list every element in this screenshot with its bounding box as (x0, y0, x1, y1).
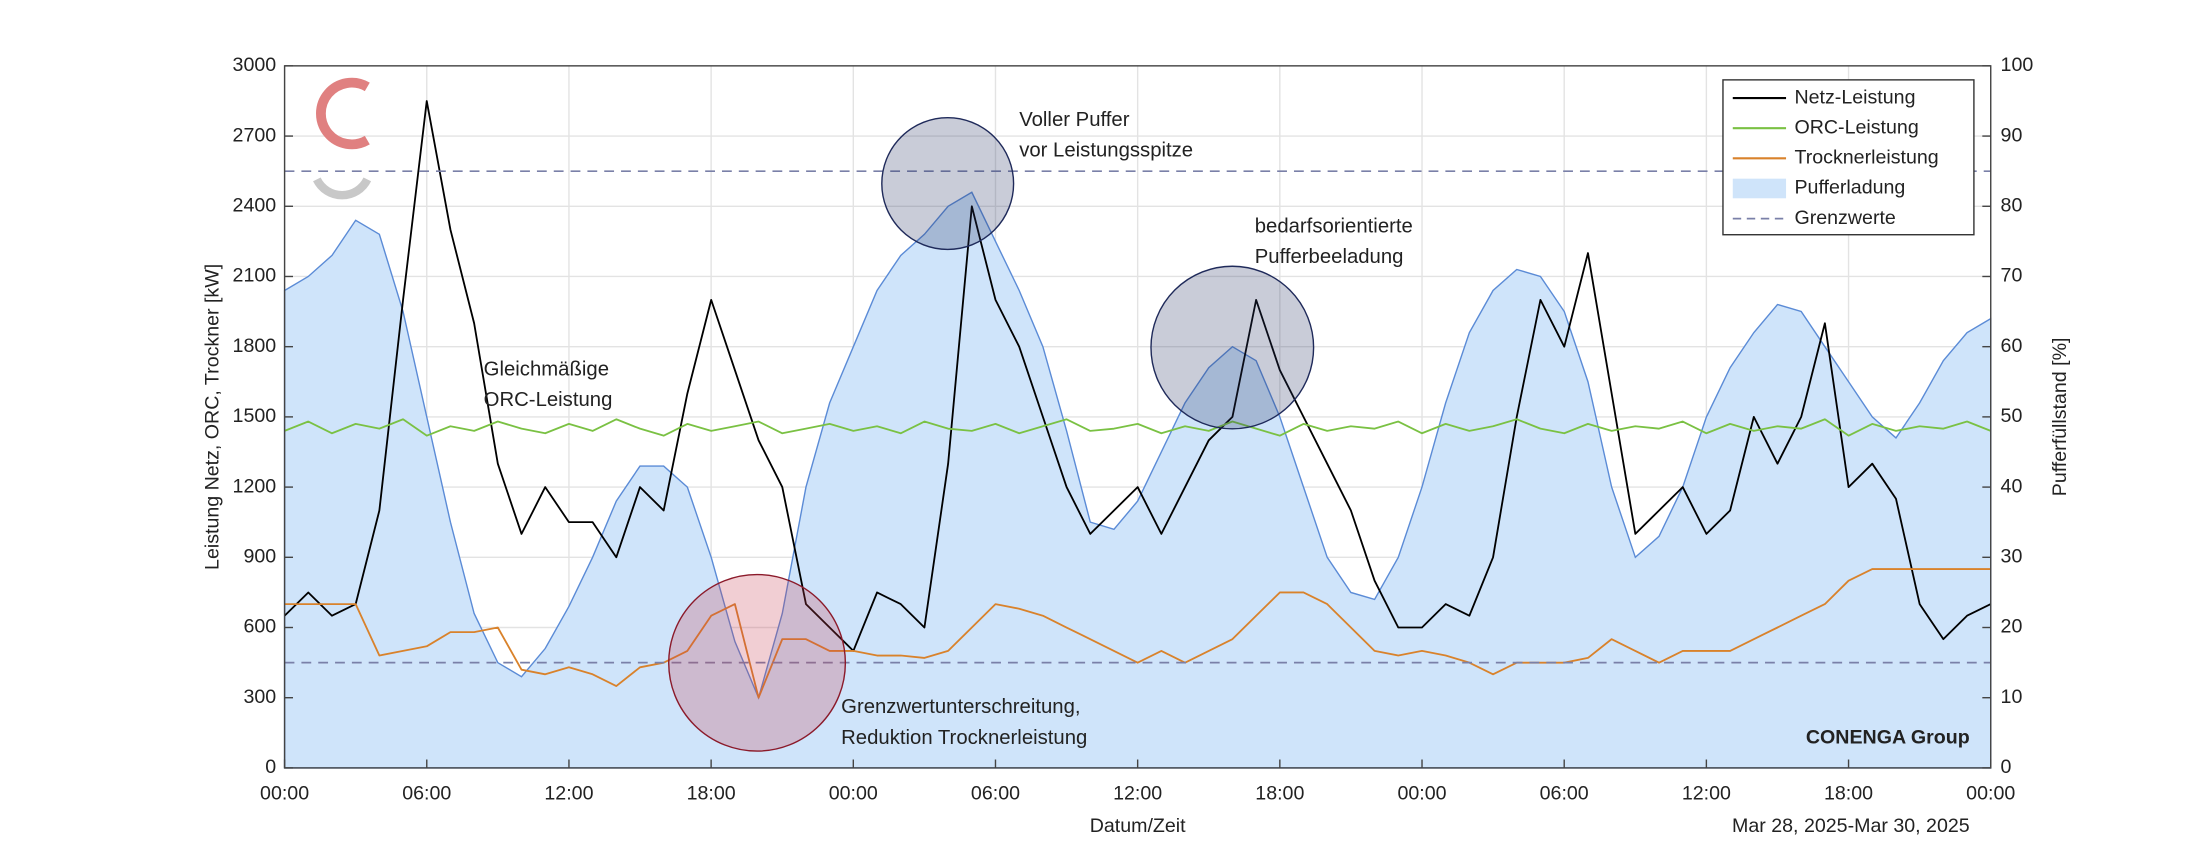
y-tick-label: 2400 (233, 194, 277, 216)
watermark: CONENGA Group (1806, 727, 1970, 749)
y-tick-label: 300 (243, 686, 276, 708)
annotation: bedarfsorientierte (1255, 215, 1413, 237)
y2-tick-label: 100 (2001, 54, 2034, 76)
x-tick-label: 06:00 (971, 783, 1020, 805)
highlight-circle (881, 117, 1015, 251)
x-axis-label: Datum/Zeit (1090, 815, 1186, 837)
legend-label: Trocknerleistung (1794, 147, 1938, 169)
annotation: Pufferbeeladung (1255, 246, 1404, 268)
y-tick-label: 900 (243, 545, 276, 567)
y-tick-label: 1800 (233, 335, 277, 357)
x-tick-label: 06:00 (402, 783, 451, 805)
y2-tick-label: 70 (2001, 265, 2023, 287)
y2-tick-label: 90 (2001, 124, 2023, 146)
x-tick-label: 00:00 (260, 783, 309, 805)
x-tick-label: 00:00 (1397, 783, 1446, 805)
line (284, 418, 1992, 437)
y-tick-label: 2700 (233, 124, 277, 146)
y-axis-label: Leistung Netz, ORC, Trockner [kW] (201, 264, 223, 570)
logo-arc (313, 177, 372, 200)
x-tick-label: 00:00 (829, 783, 878, 805)
legend-label: Grenzwerte (1794, 207, 1895, 229)
annotation: Grenzwertunterschreitung, (841, 696, 1080, 718)
x-tick-label: 12:00 (544, 783, 593, 805)
x-tick-label: 12:00 (1113, 783, 1162, 805)
legend-swatch (1732, 178, 1787, 199)
logo-arc (316, 77, 370, 150)
x-tick-label: 18:00 (1824, 783, 1873, 805)
y-tick-label: 0 (265, 756, 276, 778)
logo (313, 77, 372, 200)
area (283, 191, 1992, 769)
legend-label: Netz-Leistung (1794, 86, 1915, 108)
y-tick-label: 600 (243, 616, 276, 638)
y2-tick-label: 0 (2001, 756, 2012, 778)
annotation: Gleichmäßige (484, 358, 609, 380)
line (284, 568, 1991, 699)
highlight-circle (668, 573, 847, 752)
y2-tick-label: 10 (2001, 686, 2023, 708)
annotation: Voller Puffer (1019, 109, 1130, 131)
x-tick-label: 12:00 (1682, 783, 1731, 805)
y2-tick-label: 50 (2001, 405, 2023, 427)
x-range-label: Mar 28, 2025-Mar 30, 2025 (1732, 815, 1970, 837)
annotation: Reduktion Trocknerleistung (841, 727, 1087, 749)
line (283, 100, 1992, 652)
x-tick-label: 18:00 (1255, 783, 1304, 805)
highlight-circle (1150, 265, 1315, 430)
y-tick-label: 3000 (233, 54, 277, 76)
y2-tick-label: 40 (2001, 475, 2023, 497)
y2-tick-label: 80 (2001, 194, 2023, 216)
y2-tick-label: 30 (2001, 545, 2023, 567)
y-tick-label: 1500 (233, 405, 277, 427)
annotation: vor Leistungsspitze (1019, 140, 1193, 162)
legend-label: Pufferladung (1794, 177, 1905, 199)
y2-tick-label: 20 (2001, 616, 2023, 638)
legend-label: ORC-Leistung (1794, 116, 1918, 138)
y-tick-label: 2100 (233, 265, 277, 287)
y-tick-label: 1200 (233, 475, 277, 497)
x-tick-label: 06:00 (1540, 783, 1589, 805)
annotation: ORC-Leistung (484, 389, 613, 411)
y2-axis-label: Pufferfüllstand [%] (2049, 338, 2071, 497)
x-tick-label: 00:00 (1966, 783, 2015, 805)
y2-tick-label: 60 (2001, 335, 2023, 357)
x-tick-label: 18:00 (687, 783, 736, 805)
